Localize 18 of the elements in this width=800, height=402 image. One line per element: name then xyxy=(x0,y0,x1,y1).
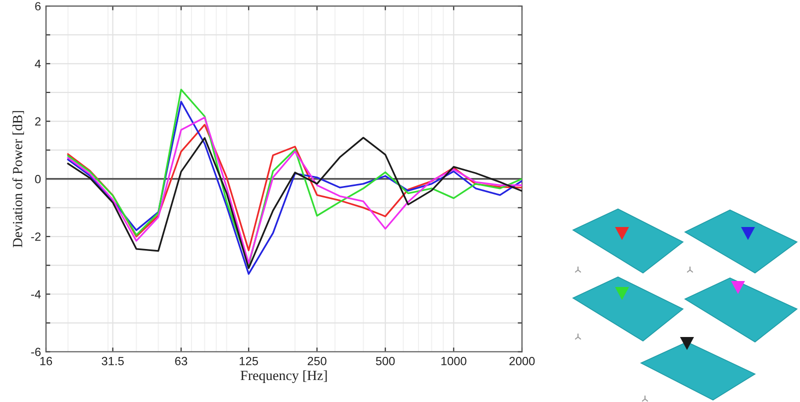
x-tick-label: 63 xyxy=(175,356,188,366)
y-axis-title: Deviation of Power [dB] xyxy=(12,111,24,248)
y-tick-label: -4 xyxy=(31,290,41,298)
y-tick-label: 0 xyxy=(35,174,41,184)
y-tick-label: -6 xyxy=(31,348,41,356)
y-tick-label: 4 xyxy=(34,60,41,68)
x-tick-label: 250 xyxy=(308,356,326,366)
x-tick-label: 500 xyxy=(376,356,395,366)
x-axis-title: Frequency [Hz] xyxy=(240,370,327,384)
y-tick-label: 2 xyxy=(35,117,41,126)
x-tick-label: 1000 xyxy=(441,356,466,366)
y-tick-label: 6 xyxy=(35,2,41,10)
x-tick-label: 31.5 xyxy=(102,356,124,366)
x-tick-label: 2000 xyxy=(509,356,535,366)
x-tick-label: 16 xyxy=(40,356,52,366)
x-tick-label: 125 xyxy=(240,356,258,366)
y-tick-label: -2 xyxy=(31,232,41,241)
line-series xyxy=(67,136,522,270)
